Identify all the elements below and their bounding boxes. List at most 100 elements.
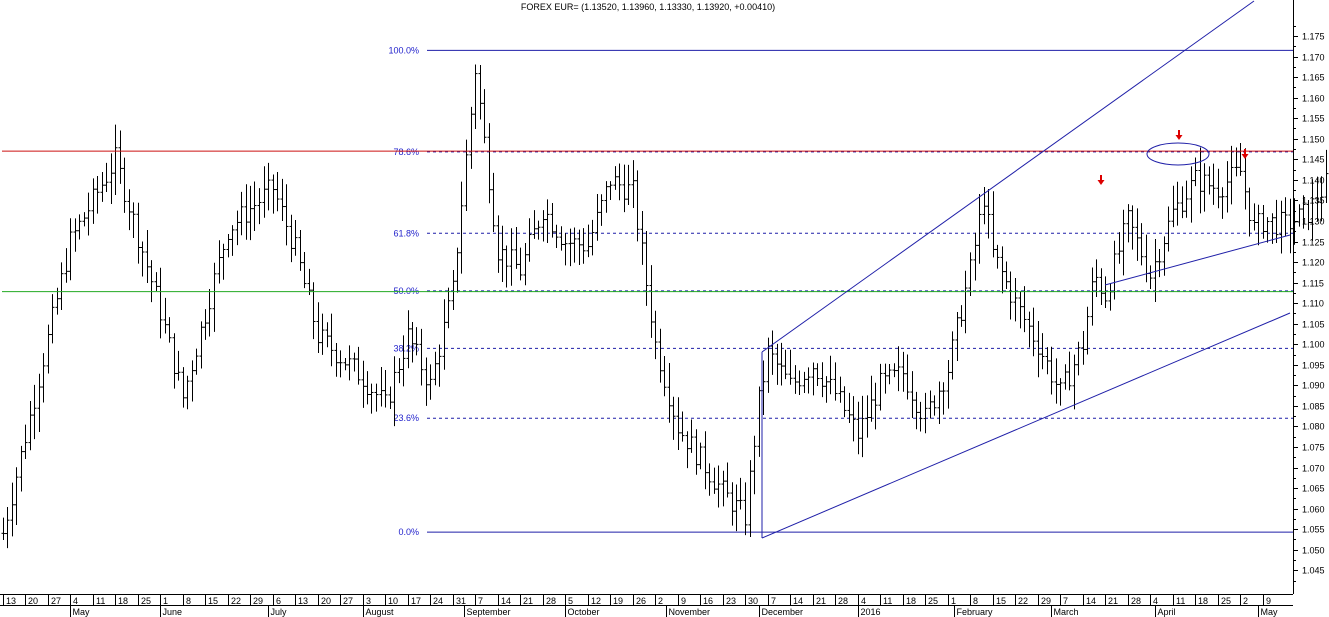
- x-tick-label: 18: [1198, 596, 1208, 606]
- upper-channel-line: [761, 0, 1255, 353]
- y-tick-label: 1.050: [1302, 546, 1325, 556]
- x-tick-label: 13: [298, 596, 308, 606]
- x-month-label: June: [163, 607, 183, 617]
- fib-label: 38.2%: [393, 343, 419, 353]
- x-tick-label: 25: [1221, 596, 1231, 606]
- x-tick-label: 6: [276, 596, 281, 606]
- y-tick-label: 1.140: [1302, 176, 1325, 186]
- x-tick-label: 28: [1131, 596, 1141, 606]
- x-tick-label: 4: [861, 596, 866, 606]
- x-tick-label: 10: [388, 596, 398, 606]
- x-month-label: May: [1261, 607, 1279, 617]
- chart-title: FOREX EUR= (1.13520, 1.13960, 1.13330, 1…: [521, 2, 775, 12]
- x-month-label: November: [669, 607, 711, 617]
- y-tick-label: 1.075: [1302, 443, 1325, 453]
- x-tick-label: 21: [1108, 596, 1118, 606]
- fib-label: 78.6%: [393, 147, 419, 157]
- y-tick-label: 1.150: [1302, 135, 1325, 145]
- x-tick-label: 3: [366, 596, 371, 606]
- fibonacci-levels: 100.0% 78.6% 61.8% 50.0% 38.2% 23.6% 0.0%: [388, 45, 1293, 537]
- annotations: [1097, 130, 1249, 185]
- y-tick-label: 1.105: [1302, 320, 1325, 330]
- x-tick-label: 12: [591, 596, 601, 606]
- x-tick-label: 23: [726, 596, 736, 606]
- y-tick-label: 1.095: [1302, 361, 1325, 371]
- x-tick-label: 24: [433, 596, 443, 606]
- x-tick-label: 1: [163, 596, 168, 606]
- x-tick-label: 16: [703, 596, 713, 606]
- arrow-down-icon: [1175, 135, 1183, 140]
- x-tick-label: 14: [501, 596, 511, 606]
- x-tick-label: 27: [51, 596, 61, 606]
- x-tick-label: 27: [343, 596, 353, 606]
- x-tick-label: 2: [1243, 596, 1248, 606]
- x-tick-label: 11: [1176, 596, 1185, 606]
- x-tick-label: 26: [636, 596, 646, 606]
- y-tick-label: 1.100: [1302, 340, 1325, 350]
- x-tick-label: 28: [838, 596, 848, 606]
- x-tick-label: 25: [141, 596, 151, 606]
- y-tick-label: 1.170: [1302, 53, 1325, 63]
- x-month-label: October: [568, 607, 600, 617]
- y-tick-label: 1.090: [1302, 381, 1325, 391]
- x-tick-label: 9: [1266, 596, 1271, 606]
- x-tick-label: 18: [118, 596, 128, 606]
- fib-label: 23.6%: [393, 413, 419, 423]
- x-tick-label: 22: [231, 596, 241, 606]
- short-support-line: [1104, 234, 1291, 286]
- y-tick-label: 1.070: [1302, 464, 1325, 474]
- x-month-label: July: [271, 607, 288, 617]
- x-month-label: December: [762, 607, 804, 617]
- x-tick-label: 18: [906, 596, 916, 606]
- x-tick-label: 22: [1018, 596, 1028, 606]
- x-tick-label: 5: [568, 596, 573, 606]
- fib-label: 100.0%: [388, 45, 419, 55]
- y-tick-label: 1.115: [1302, 279, 1324, 289]
- x-tick-label: 20: [321, 596, 331, 606]
- y-tick-label: 1.080: [1302, 422, 1325, 432]
- y-tick-label: 1.060: [1302, 505, 1325, 515]
- x-tick-label: 14: [1086, 596, 1096, 606]
- x-tick-label: 13: [6, 596, 16, 606]
- fib-label: 61.8%: [393, 228, 419, 238]
- x-tick-label: 21: [523, 596, 533, 606]
- x-month-label: May: [73, 607, 91, 617]
- x-tick-label: 4: [1153, 596, 1158, 606]
- y-tick-label: 1.065: [1302, 484, 1325, 494]
- y-tick-label: 1.085: [1302, 402, 1325, 412]
- x-tick-label: 1: [951, 596, 956, 606]
- x-month-label: March: [1054, 607, 1079, 617]
- y-tick-label: 1.165: [1302, 73, 1325, 83]
- x-month-label: February: [957, 607, 994, 617]
- y-tick-label: 1.120: [1302, 258, 1325, 268]
- x-tick-label: 17: [411, 596, 421, 606]
- arrow-down-icon: [1097, 180, 1105, 185]
- x-month-label: April: [1158, 607, 1176, 617]
- x-tick-label: 30: [748, 596, 758, 606]
- x-tick-label: 14: [793, 596, 803, 606]
- x-month-label: August: [366, 607, 395, 617]
- x-tick-label: 25: [928, 596, 938, 606]
- x-tick-label: 9: [681, 596, 686, 606]
- x-tick-label: 15: [208, 596, 218, 606]
- y-tick-label: 1.155: [1302, 114, 1325, 124]
- x-tick-label: 15: [996, 596, 1006, 606]
- y-tick-label: 1.055: [1302, 525, 1325, 535]
- x-tick-label: 8: [973, 596, 978, 606]
- x-tick-label: 11: [883, 596, 892, 606]
- y-tick-label: 1.130: [1302, 217, 1325, 227]
- x-tick-label: 29: [1041, 596, 1051, 606]
- x-month-label: 2016: [861, 607, 881, 617]
- lower-channel-line: [761, 312, 1291, 539]
- x-tick-label: 4: [73, 596, 78, 606]
- y-tick-label: 1.145: [1302, 155, 1325, 165]
- x-tick-label: 11: [96, 596, 105, 606]
- x-month-label: September: [467, 607, 511, 617]
- y-tick-label: 1.135: [1302, 196, 1325, 206]
- y-tick-label: 1.160: [1302, 94, 1325, 104]
- y-tick-label: 1.125: [1302, 238, 1325, 248]
- fib-label: 0.0%: [398, 527, 419, 537]
